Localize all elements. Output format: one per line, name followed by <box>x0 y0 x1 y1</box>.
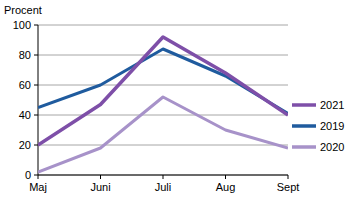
grid-line <box>38 85 288 86</box>
legend-swatch <box>292 145 316 149</box>
legend-swatch <box>292 103 316 107</box>
grid-line <box>38 55 288 56</box>
y-tick <box>34 175 38 176</box>
y-tick-label: 100 <box>13 19 31 31</box>
y-tick <box>34 145 38 146</box>
x-tick <box>225 175 226 179</box>
y-tick-label: 40 <box>19 109 31 121</box>
y-tick <box>34 115 38 116</box>
x-tick-label: Juli <box>155 181 172 193</box>
y-tick-label: 0 <box>25 169 31 181</box>
y-tick <box>34 25 38 26</box>
x-tick-label: Juni <box>90 181 110 193</box>
series-line <box>38 97 288 172</box>
y-axis <box>38 25 39 175</box>
x-tick-label: Aug <box>216 181 236 193</box>
y-axis-label: Procent <box>4 4 42 16</box>
series-line <box>38 49 288 114</box>
y-tick-label: 80 <box>19 49 31 61</box>
x-tick <box>38 175 39 179</box>
y-tick-label: 60 <box>19 79 31 91</box>
grid-line <box>38 145 288 146</box>
grid-line <box>38 115 288 116</box>
x-tick <box>163 175 164 179</box>
x-tick <box>288 175 289 179</box>
series-line <box>38 37 288 145</box>
legend-label: 2019 <box>320 120 344 132</box>
y-tick <box>34 55 38 56</box>
legend-label: 2021 <box>320 99 344 111</box>
plot-lines <box>38 37 288 172</box>
legend-swatch <box>292 124 316 128</box>
grid-line <box>38 25 288 26</box>
x-tick-label: Sept <box>277 181 300 193</box>
chart: Procent 0 20 40 60 80 100 Maj Juni Juli Aug Sept 202… <box>0 0 351 204</box>
x-tick <box>100 175 101 179</box>
x-tick-label: Maj <box>29 181 47 193</box>
y-tick-label: 20 <box>19 139 31 151</box>
legend-label: 2020 <box>320 141 344 153</box>
y-tick <box>34 85 38 86</box>
